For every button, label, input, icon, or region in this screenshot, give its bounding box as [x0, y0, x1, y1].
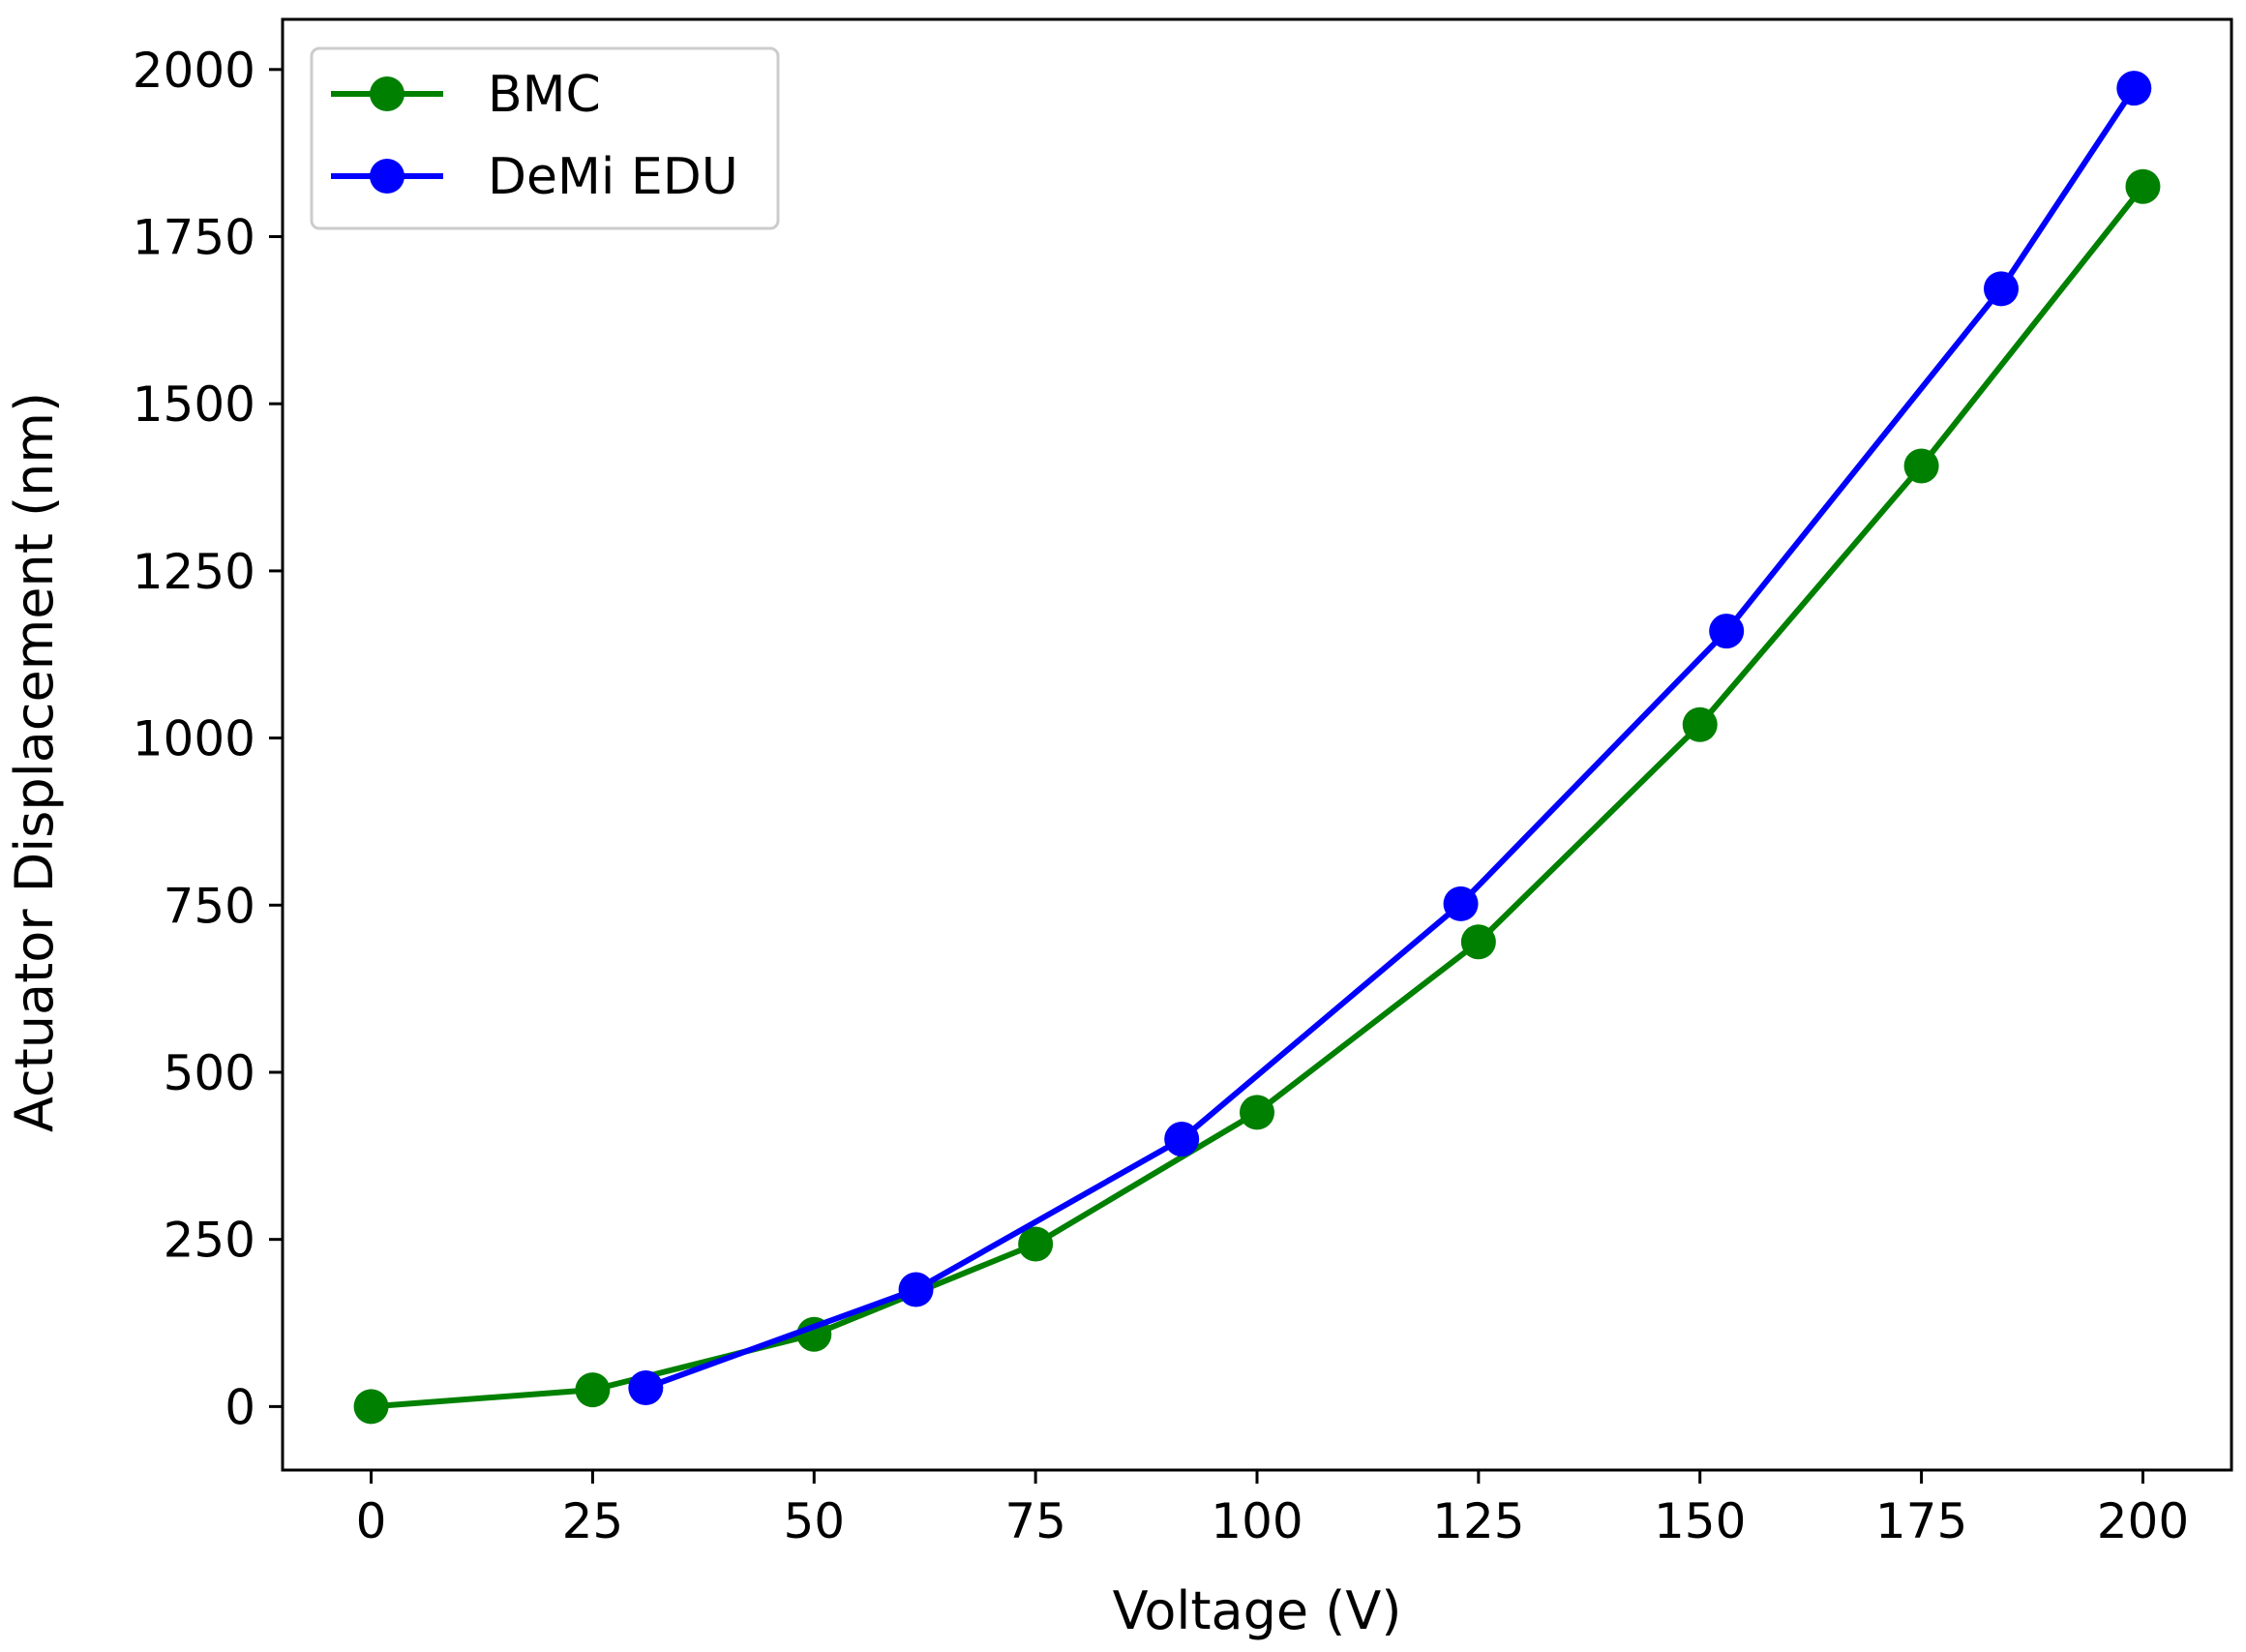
data-point	[898, 1272, 934, 1307]
legend-marker	[370, 159, 404, 194]
data-point	[1682, 706, 1718, 742]
data-point	[1983, 271, 2019, 307]
legend-label: BMC	[488, 66, 601, 124]
plot-frame	[281, 17, 2233, 1472]
y-tick-label: 1750	[133, 210, 255, 266]
x-tick-label: 150	[1654, 1493, 1746, 1549]
y-axis-ticks: 0 250 500 750 1000 1250 1500 1750 2000	[133, 43, 283, 1435]
y-tick-label: 1250	[133, 544, 255, 600]
data-point	[1240, 1095, 1274, 1130]
legend-label: DeMi EDU	[488, 148, 738, 206]
x-tick-label: 125	[1432, 1493, 1524, 1549]
y-tick-label: 1500	[133, 376, 255, 433]
y-axis-label: Actuator Displacement (nm)	[4, 392, 65, 1132]
data-point	[1709, 614, 1745, 649]
x-axis-label: Voltage (V)	[1113, 1580, 1402, 1641]
data-point	[1443, 886, 1479, 921]
y-tick-label: 250	[164, 1213, 255, 1269]
x-axis-ticks: 0 25 50 75 100 125 150 175 200	[356, 1470, 2189, 1549]
y-tick-label: 2000	[133, 43, 255, 99]
y-tick-label: 1000	[133, 711, 255, 767]
data-point	[1164, 1122, 1200, 1157]
x-tick-label: 175	[1875, 1493, 1967, 1549]
x-tick-label: 0	[356, 1493, 387, 1549]
data-point	[1903, 448, 1939, 484]
y-tick-label: 750	[164, 878, 255, 934]
data-point	[353, 1389, 389, 1425]
y-tick-label: 0	[225, 1379, 255, 1435]
x-tick-label: 50	[783, 1493, 845, 1549]
legend-marker	[370, 76, 404, 111]
x-tick-label: 100	[1211, 1493, 1303, 1549]
y-tick-label: 500	[164, 1045, 255, 1101]
series-line-0	[371, 184, 2145, 1410]
data-point	[1460, 924, 1496, 960]
data-point	[575, 1372, 611, 1408]
x-tick-label: 25	[562, 1493, 624, 1549]
legend: BMC DeMi EDU	[310, 46, 780, 230]
x-tick-label: 75	[1004, 1493, 1066, 1549]
data-point	[628, 1370, 664, 1406]
series-line-1	[644, 86, 2137, 1391]
x-tick-label: 200	[2097, 1493, 2189, 1549]
plot-marks	[353, 71, 2161, 1425]
data-point	[2125, 168, 2161, 204]
data-point	[2116, 71, 2152, 106]
data-point	[1018, 1226, 1054, 1262]
